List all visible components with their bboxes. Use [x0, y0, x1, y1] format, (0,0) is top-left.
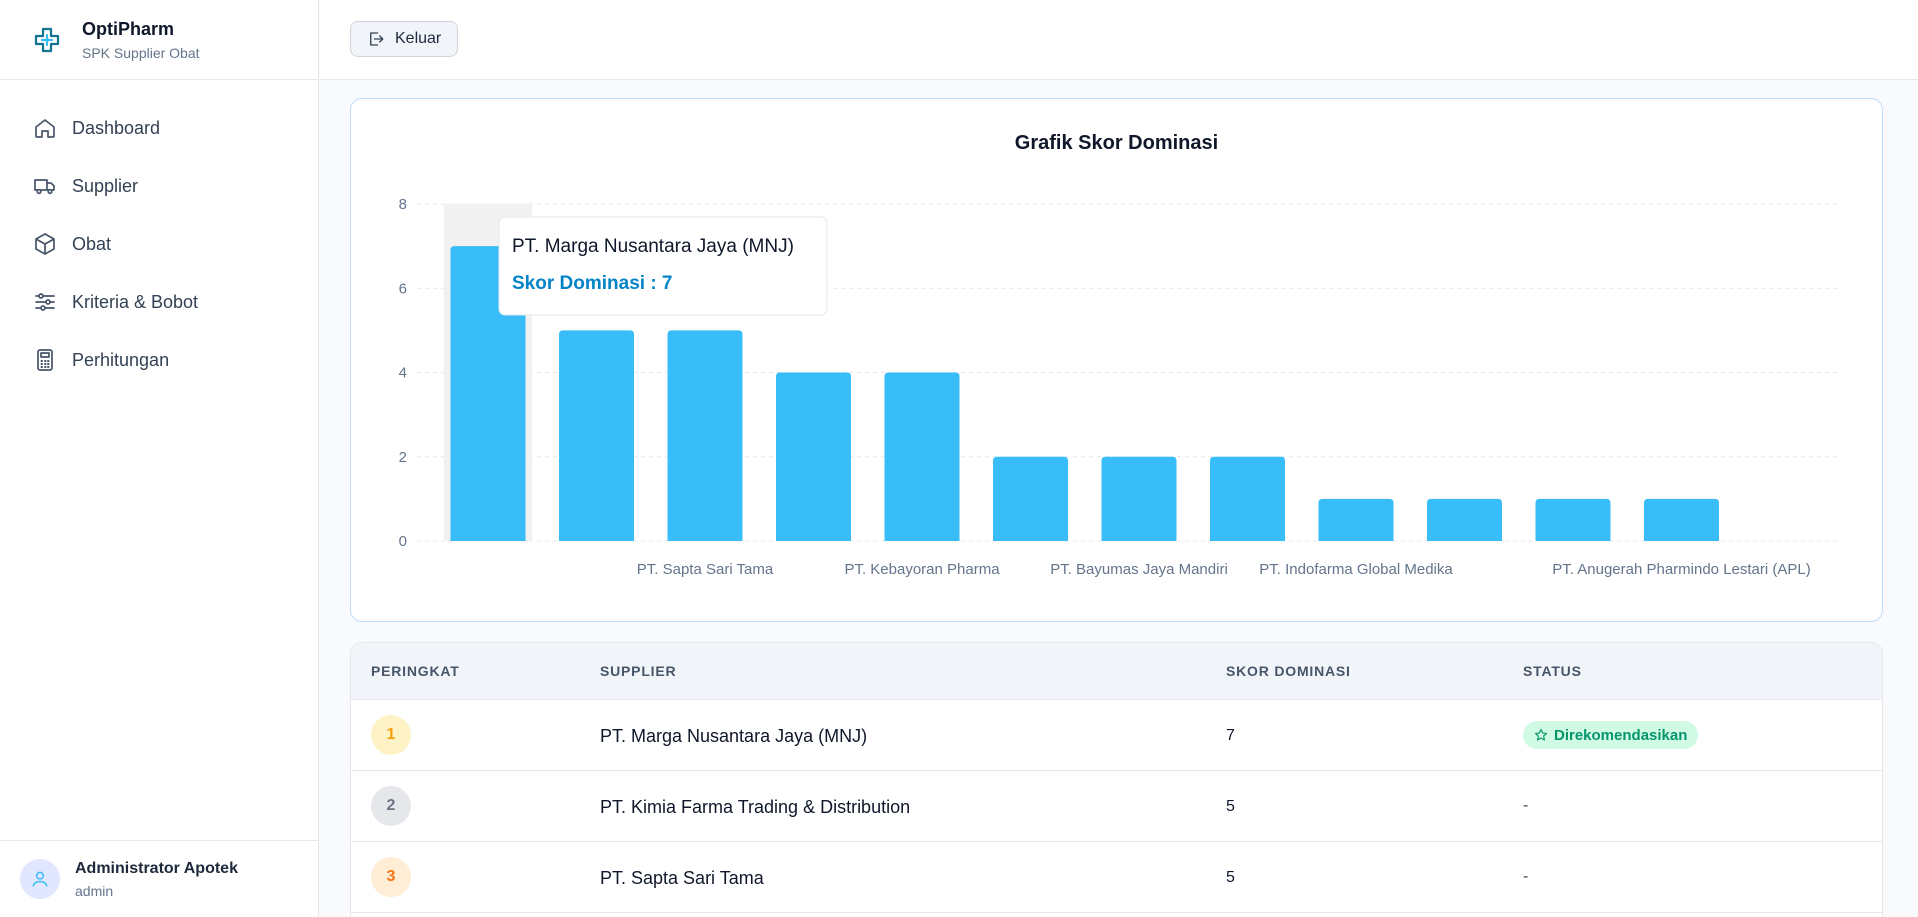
supplier-name: PT. Marga Nusantara Jaya (MNJ) — [600, 726, 868, 746]
user-profile[interactable]: Administrator Apotek admin — [0, 840, 318, 917]
sidebar: OptiPharm SPK Supplier Obat Dashboard Su… — [0, 0, 319, 917]
status-label: - — [1523, 797, 1529, 814]
rank-badge: 1 — [371, 715, 411, 755]
y-tick-label: 2 — [399, 449, 407, 466]
x-tick-label: PT. Kebayoran Pharma — [844, 561, 1000, 578]
tooltip-box — [498, 216, 828, 316]
brand-subtitle: SPK Supplier Obat — [82, 44, 200, 61]
x-tick-label: PT. Anugerah Pharmindo Lestari (APL) — [1552, 561, 1810, 578]
sliders-icon — [35, 293, 55, 311]
dominance-score: 5 — [1226, 798, 1235, 815]
user-role: admin — [75, 882, 114, 899]
header-supplier: SUPPLIER — [600, 663, 677, 679]
brand-name: OptiPharm — [82, 18, 175, 39]
bar — [667, 330, 743, 541]
bar — [993, 456, 1068, 541]
bar — [776, 372, 851, 541]
bar — [1318, 498, 1394, 541]
bar — [1644, 498, 1719, 541]
ranking-table: PERINGKAT SUPPLIER SKOR DOMINASI STATUS … — [350, 642, 1883, 917]
x-tick-label: PT. Sapta Sari Tama — [637, 561, 774, 578]
x-tick-label: PT. Indofarma Global Medika — [1259, 561, 1453, 578]
bar — [884, 372, 960, 541]
table-row[interactable]: 3 PT. Sapta Sari Tama 5 - — [351, 842, 1882, 913]
chart-card: Grafik Skor Dominasi 0 2 4 6 8 PT. Sapta Sari… — [350, 98, 1883, 622]
bar — [1427, 498, 1502, 541]
table-row[interactable]: 2 PT. Kimia Farma Trading & Distribution… — [351, 771, 1882, 842]
sidebar-item-dashboard[interactable]: Dashboard — [0, 99, 318, 157]
user-name: Administrator Apotek — [75, 859, 238, 877]
status-label: Direkomendasikan — [1554, 726, 1688, 744]
user-icon — [32, 871, 48, 887]
table-row[interactable]: 1 PT. Marga Nusantara Jaya (MNJ) 7 Direk… — [351, 700, 1882, 771]
rank-badge: 3 — [371, 857, 411, 897]
table-header: PERINGKAT SUPPLIER SKOR DOMINASI STATUS — [351, 643, 1882, 700]
dominance-score: 5 — [1226, 869, 1235, 886]
sidebar-item-supplier[interactable]: Supplier — [0, 157, 318, 215]
topbar: Keluar — [320, 0, 1918, 80]
rank-badge: 2 — [371, 786, 411, 826]
box-icon — [35, 233, 55, 255]
sidebar-nav: Dashboard Supplier Obat Kriteria & Bobot — [0, 80, 318, 389]
supplier-name: PT. Kimia Farma Trading & Distribution — [600, 797, 911, 817]
y-tick-label: 4 — [399, 365, 407, 382]
logout-label: Keluar — [395, 30, 442, 47]
bar — [1101, 456, 1177, 541]
avatar — [20, 859, 60, 899]
bar — [559, 330, 634, 541]
sidebar-item-label: Perhitungan — [72, 349, 170, 370]
y-tick-label: 6 — [399, 280, 407, 297]
tooltip-title: PT. Marga Nusantara Jaya (MNJ) — [512, 236, 794, 257]
logout-icon — [370, 32, 384, 46]
dominance-bar-chart: 0 2 4 6 8 PT. Sapta Sari Tama PT. Kebayoran Ph… — [399, 196, 1841, 578]
sidebar-item-label: Supplier — [72, 175, 139, 196]
y-tick-label: 0 — [399, 533, 407, 550]
brand: OptiPharm SPK Supplier Obat — [0, 0, 318, 80]
truck-icon — [34, 179, 55, 195]
chart-title: Grafik Skor Dominasi — [1014, 132, 1219, 154]
sidebar-item-label: Kriteria & Bobot — [72, 291, 199, 312]
star-icon — [1534, 728, 1548, 741]
supplier-name: PT. Sapta Sari Tama — [600, 868, 764, 888]
bar — [1535, 498, 1611, 541]
pharmacy-cross-icon — [34, 27, 60, 52]
sidebar-item-perhitungan[interactable]: Perhitungan — [0, 331, 318, 389]
status-label: - — [1523, 868, 1529, 885]
y-tick-label: 8 — [399, 196, 407, 213]
bar — [1210, 456, 1285, 541]
header-peringkat: PERINGKAT — [371, 663, 460, 679]
logout-button[interactable]: Keluar — [350, 21, 459, 57]
tooltip-value: Skor Dominasi : 7 — [512, 273, 673, 294]
header-status: STATUS — [1523, 663, 1582, 679]
calculator-icon — [37, 349, 53, 371]
sidebar-item-obat[interactable]: Obat — [0, 215, 318, 273]
x-tick-label: PT. Bayumas Jaya Mandiri — [1050, 561, 1228, 578]
home-icon — [35, 119, 55, 138]
dominance-score: 7 — [1226, 727, 1235, 744]
header-skor: SKOR DOMINASI — [1226, 663, 1351, 679]
bar — [450, 246, 526, 541]
sidebar-item-label: Obat — [72, 233, 112, 254]
sidebar-item-label: Dashboard — [72, 117, 161, 138]
chart-tooltip: PT. Marga Nusantara Jaya (MNJ) Skor Domin… — [498, 216, 828, 316]
sidebar-item-kriteria[interactable]: Kriteria & Bobot — [0, 273, 318, 331]
status-badge: Direkomendasikan — [1523, 721, 1699, 749]
